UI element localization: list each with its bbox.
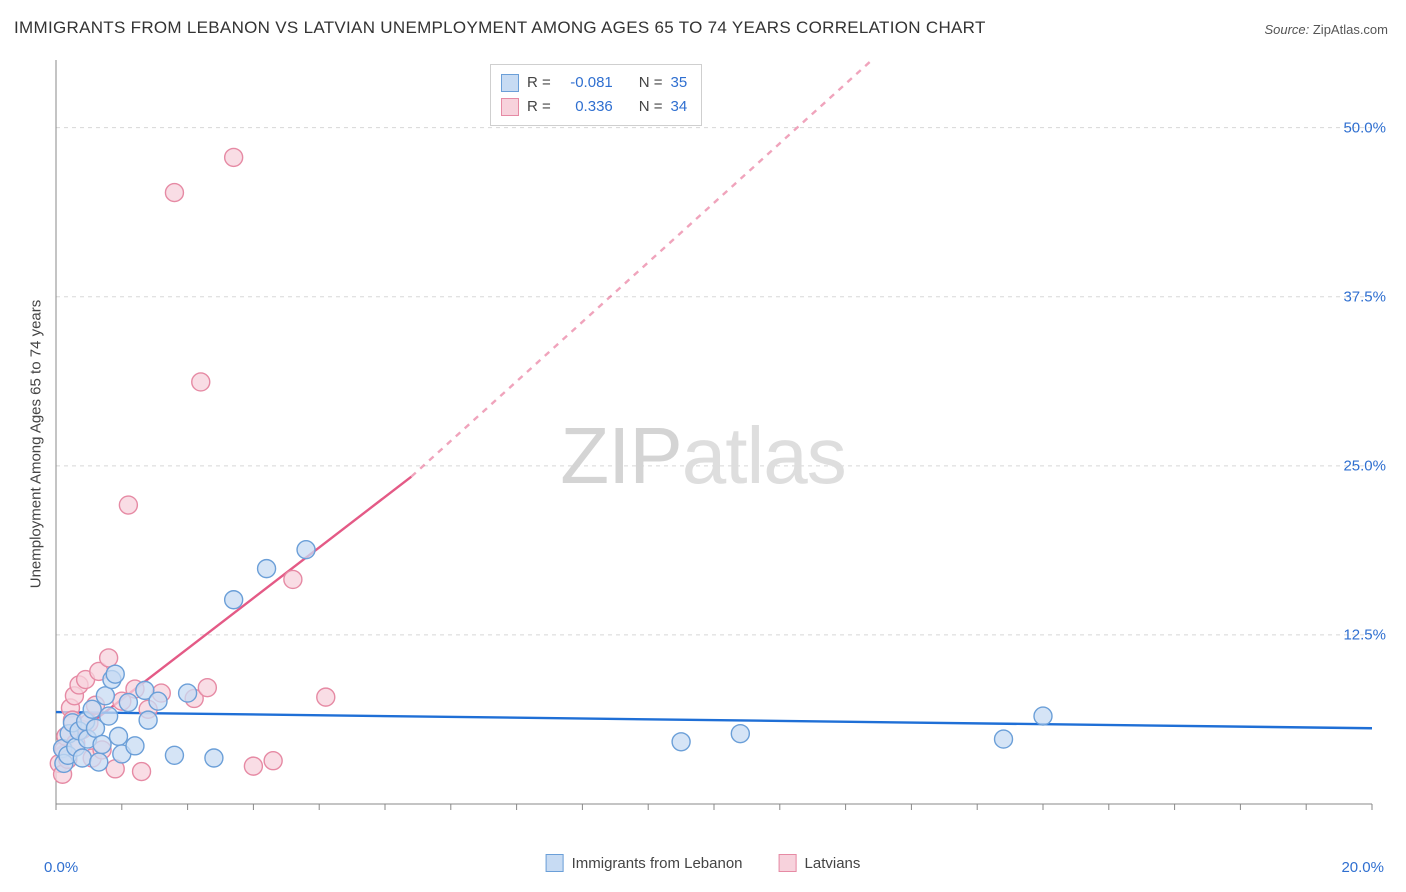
source-prefix: Source: — [1264, 22, 1312, 37]
y-tick-label: 12.5% — [1343, 626, 1386, 643]
r-value-1: -0.081 — [559, 71, 613, 95]
bottom-legend: Immigrants from Lebanon Latvians — [546, 854, 861, 872]
n-label: N = — [639, 71, 663, 95]
r-label: R = — [527, 71, 551, 95]
r-label: R = — [527, 95, 551, 119]
scatter-chart — [42, 54, 1382, 834]
swatch-series-1 — [501, 74, 519, 92]
stats-row-1: R = -0.081 N = 35 — [501, 71, 687, 95]
chart-area: Unemployment Among Ages 65 to 74 years — [42, 54, 1382, 834]
legend-label-2: Latvians — [805, 855, 861, 872]
chart-title: IMMIGRANTS FROM LEBANON VS LATVIAN UNEMP… — [14, 18, 986, 38]
source-name: ZipAtlas.com — [1313, 22, 1388, 37]
x-axis-max-label: 20.0% — [1341, 859, 1384, 876]
x-axis-origin-label: 0.0% — [44, 859, 78, 876]
legend-swatch-1 — [546, 854, 564, 872]
y-tick-label: 25.0% — [1343, 457, 1386, 474]
n-value-1: 35 — [671, 71, 688, 95]
y-axis-label: Unemployment Among Ages 65 to 74 years — [28, 300, 45, 589]
r-value-2: 0.336 — [559, 95, 613, 119]
y-tick-label: 37.5% — [1343, 288, 1386, 305]
legend-item-1: Immigrants from Lebanon — [546, 854, 743, 872]
stats-row-2: R = 0.336 N = 34 — [501, 95, 687, 119]
n-value-2: 34 — [671, 95, 688, 119]
n-label: N = — [639, 95, 663, 119]
legend-swatch-2 — [779, 854, 797, 872]
swatch-series-2 — [501, 98, 519, 116]
source-attribution: Source: ZipAtlas.com — [1264, 22, 1388, 37]
legend-label-1: Immigrants from Lebanon — [572, 855, 743, 872]
legend-item-2: Latvians — [779, 854, 861, 872]
y-tick-label: 50.0% — [1343, 119, 1386, 136]
stats-legend-box: R = -0.081 N = 35 R = 0.336 N = 34 — [490, 64, 702, 126]
